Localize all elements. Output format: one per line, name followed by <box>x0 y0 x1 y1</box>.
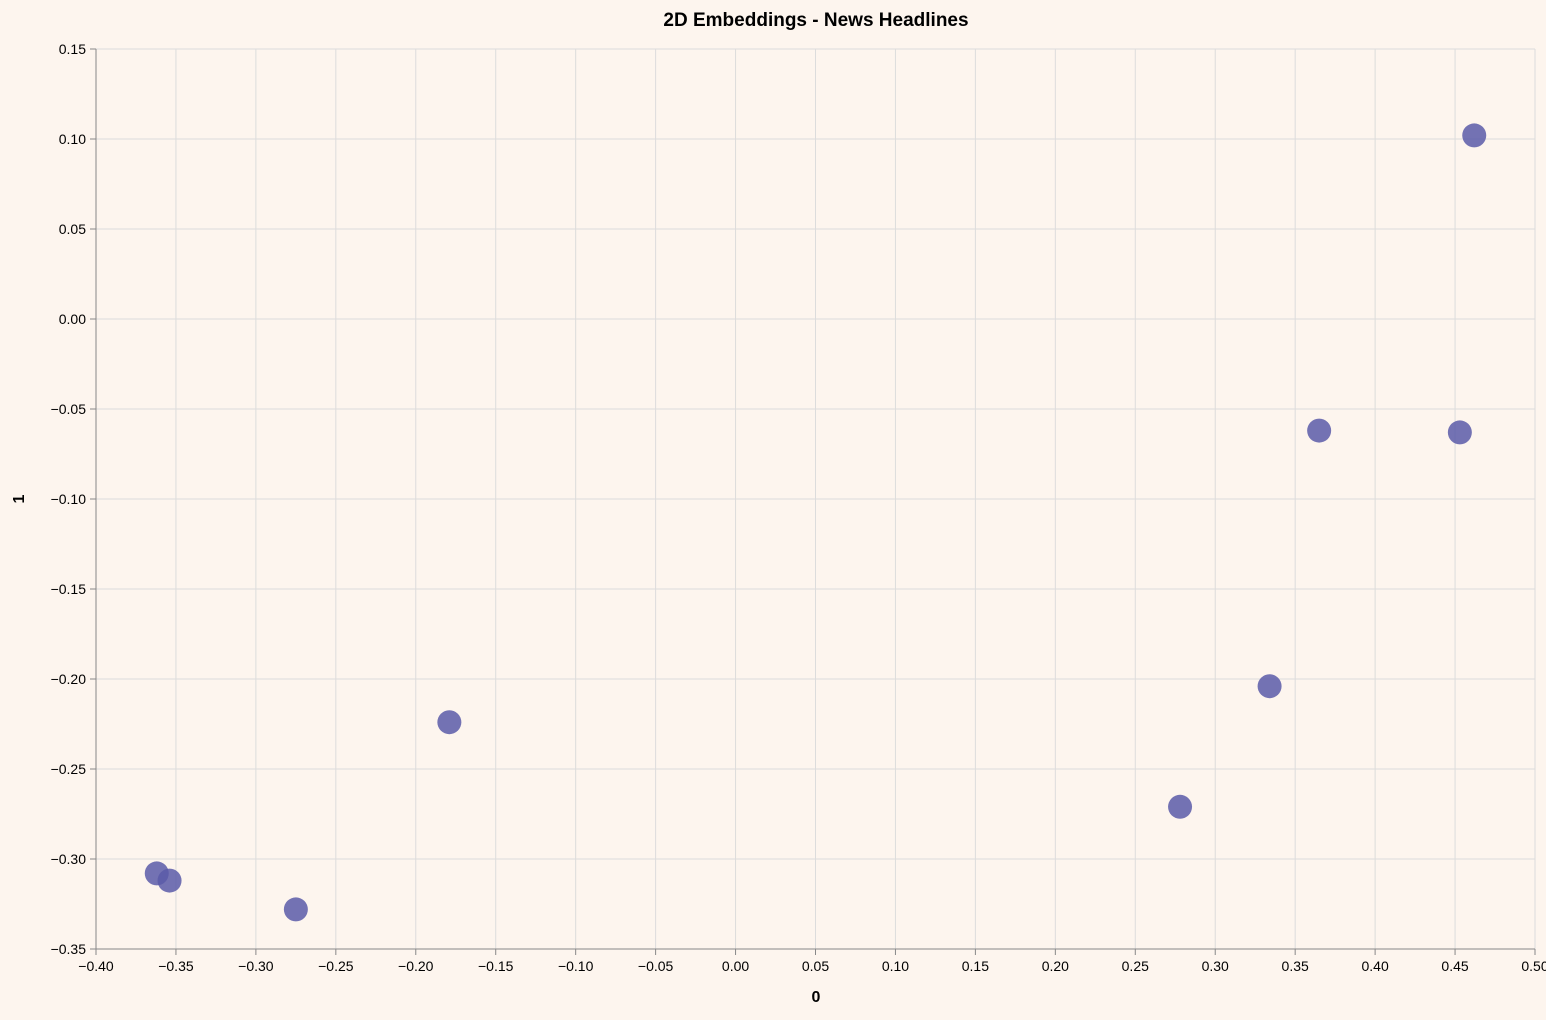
y-axis-title: 1 <box>11 494 28 503</box>
scatter-point[interactable] <box>1168 794 1193 819</box>
scatter-point[interactable] <box>1307 418 1332 443</box>
x-axis-title: 0 <box>812 989 821 1006</box>
scatter-point[interactable] <box>283 897 308 922</box>
y-tick-label: −0.05 <box>51 401 87 417</box>
scatter-point[interactable] <box>157 868 182 893</box>
y-tick-label: −0.15 <box>51 581 87 597</box>
y-tick-label: −0.30 <box>51 851 87 867</box>
x-tick-label: −0.25 <box>318 958 354 974</box>
y-tick-label: −0.10 <box>51 491 87 507</box>
x-tick-label: 0.45 <box>1441 958 1468 974</box>
x-tick-label: 0.35 <box>1282 958 1309 974</box>
y-tick-label: −0.25 <box>51 761 87 777</box>
x-tick-label: 0.50 <box>1521 958 1546 974</box>
grid <box>95 48 1536 950</box>
y-tick-label: −0.35 <box>51 941 87 957</box>
scatter-point[interactable] <box>437 710 462 735</box>
x-tick-label: 0.15 <box>962 958 989 974</box>
x-tick-label: −0.30 <box>238 958 274 974</box>
x-tick-label: 0.05 <box>802 958 829 974</box>
x-tick-label: −0.35 <box>158 958 194 974</box>
y-tick-label: 0.15 <box>59 41 86 57</box>
x-tick-label: −0.05 <box>638 958 674 974</box>
x-tick-label: 0.40 <box>1361 958 1388 974</box>
data-points <box>144 123 1487 922</box>
x-tick-label: 0.20 <box>1042 958 1069 974</box>
scatter-point[interactable] <box>1257 674 1282 699</box>
y-tick-label: 0.05 <box>59 221 86 237</box>
x-tick-label: −0.10 <box>558 958 594 974</box>
y-tick-label: −0.20 <box>51 671 87 687</box>
x-tick-label: 0.30 <box>1202 958 1229 974</box>
y-tick-label: 0.10 <box>59 131 86 147</box>
x-tick-label: 0.25 <box>1122 958 1149 974</box>
scatter-point[interactable] <box>1447 420 1472 445</box>
axes: −0.40 −0.35 −0.30 −0.25 −0.20 −0.15 −0.10 −0.05… <box>51 41 1546 974</box>
x-tick-label: −0.15 <box>478 958 514 974</box>
y-tick-label: 0.00 <box>59 311 86 327</box>
x-tick-label: 0.00 <box>722 958 749 974</box>
chart-title: 2D Embeddings - News Headlines <box>663 10 968 31</box>
x-tick-label: −0.40 <box>78 958 114 974</box>
scatter-point[interactable] <box>1462 123 1487 148</box>
x-tick-label: 0.10 <box>882 958 909 974</box>
x-tick-label: −0.20 <box>398 958 434 974</box>
